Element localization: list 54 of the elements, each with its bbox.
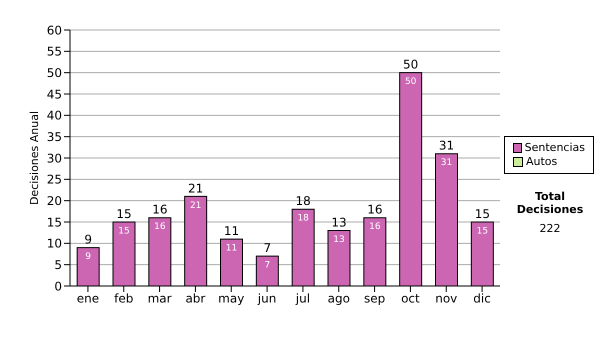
data-label: 9 <box>85 252 92 262</box>
data-label: 18 <box>297 214 310 224</box>
y-tick-label: 20 <box>46 194 62 208</box>
x-tick-label: abr <box>185 292 206 306</box>
x-tick-label: may <box>218 292 244 306</box>
y-tick-label: 10 <box>46 236 62 251</box>
total-label: 31 <box>438 138 454 153</box>
y-axis-title: Decisiones Anual <box>28 110 41 206</box>
data-label: 16 <box>369 222 381 232</box>
data-label: 15 <box>118 226 130 236</box>
total-label: 15 <box>474 207 490 221</box>
y-tick-label: 0 <box>54 279 62 294</box>
text: 222 <box>538 222 562 235</box>
total-label: 11 <box>224 224 240 238</box>
y-tick-label: 60 <box>46 23 62 38</box>
x-tick-label: oct <box>401 292 420 306</box>
data-label: 15 <box>476 226 488 236</box>
x-tick-label: feb <box>114 292 134 306</box>
total-label: 15 <box>116 207 132 221</box>
total-label: 13 <box>331 216 347 230</box>
total-label: 9 <box>84 232 92 247</box>
data-label: 11 <box>226 243 238 254</box>
total-label: 18 <box>296 194 311 208</box>
total-label: 21 <box>188 181 204 196</box>
y-tick-label: 35 <box>46 130 62 144</box>
data-label: 50 <box>404 77 417 88</box>
data-label: 21 <box>190 200 202 211</box>
x-tick-label: ene <box>76 292 100 306</box>
y-tick-label: 40 <box>46 108 62 123</box>
legend-label: Sentencias <box>524 141 585 155</box>
legend-label: Autos <box>526 155 558 169</box>
y-tick-label: 15 <box>46 215 62 230</box>
x-tick-label: ago <box>328 292 350 306</box>
total-label: 16 <box>367 202 382 217</box>
x-tick-label: mar <box>148 292 172 306</box>
data-label: 7 <box>264 260 270 271</box>
total-label: 16 <box>152 202 168 217</box>
y-tick-label: 55 <box>46 44 62 59</box>
text: Total Decisiones <box>516 190 584 216</box>
x-tick-label: dic <box>473 292 491 306</box>
data-label: 31 <box>440 158 452 168</box>
y-tick-label: 50 <box>46 66 62 80</box>
data-label: 13 <box>333 234 345 245</box>
y-tick-label: 25 <box>46 172 62 187</box>
y-tick-label: 30 <box>46 151 62 166</box>
x-tick-label: sep <box>364 292 386 306</box>
y-tick-label: 5 <box>54 258 62 272</box>
total-label: 7 <box>264 241 272 256</box>
data-label: 16 <box>154 222 166 232</box>
x-tick-label: jun <box>256 292 276 306</box>
x-tick-label: jul <box>294 292 310 306</box>
x-tick-label: nov <box>435 292 458 306</box>
y-tick-label: 45 <box>46 87 62 102</box>
total-label: 50 <box>403 58 418 72</box>
